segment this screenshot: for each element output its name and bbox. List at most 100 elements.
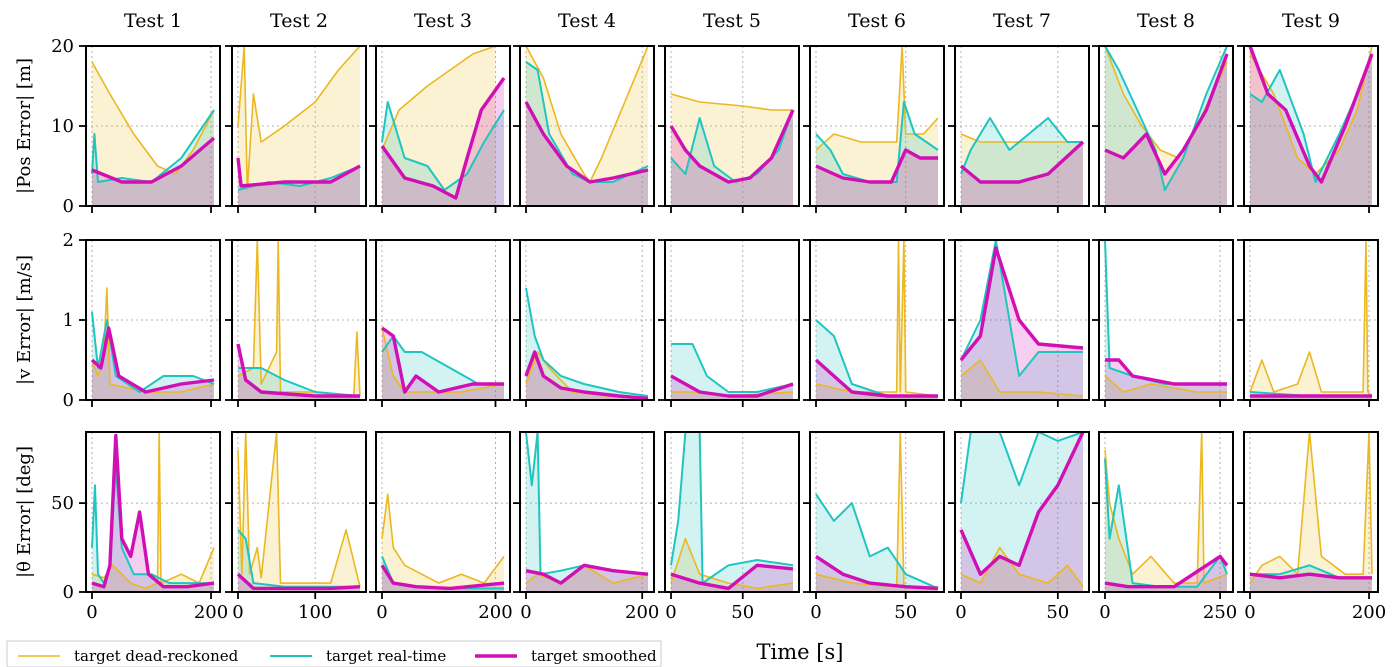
column-title-1: Test 1 — [124, 10, 182, 32]
area-dead — [671, 538, 793, 592]
panel-frame — [519, 431, 655, 593]
area-smooth — [671, 110, 793, 206]
panel-r3-c1: 0 200 0 50 — [51, 431, 228, 623]
line-smooth — [670, 563, 794, 591]
line-real — [960, 432, 1084, 504]
line-smooth — [959, 432, 1085, 576]
area-smooth — [961, 142, 1083, 206]
line-dead — [237, 240, 361, 397]
line-smooth — [236, 343, 360, 398]
area-smooth — [92, 328, 214, 400]
line-smooth — [1104, 554, 1229, 589]
area-dead — [1250, 46, 1372, 206]
series-group — [524, 46, 649, 206]
panel-r2-c1: 0 1 2 — [63, 230, 221, 411]
legend-label-3: target smoothed — [531, 647, 657, 665]
panel-r2-c6 — [803, 239, 945, 407]
y-tick-label: 20 — [51, 36, 74, 57]
y-tick-label: 0 — [63, 390, 74, 411]
panel-r2-c5 — [658, 239, 800, 407]
area-smooth — [1105, 54, 1227, 206]
y-tick-label: 2 — [63, 230, 74, 251]
panel-r2-c3 — [369, 239, 511, 407]
x-tick-label: 0 — [232, 602, 243, 623]
area-dead — [382, 494, 504, 592]
series-group — [670, 343, 794, 400]
line-smooth — [91, 433, 215, 589]
panel-r3-c7: 0 50 — [948, 431, 1090, 623]
legend-frame — [6, 640, 662, 667]
area-dead — [92, 288, 214, 400]
panel-frame — [664, 431, 800, 593]
area-smooth — [92, 435, 214, 592]
panel-r1-c9 — [1237, 45, 1379, 213]
area-smooth — [961, 432, 1083, 592]
line-dead — [91, 432, 215, 590]
series-group — [1249, 432, 1373, 592]
line-dead — [1249, 240, 1373, 397]
line-smooth — [236, 572, 361, 591]
x-tick-label: 0 — [520, 602, 531, 623]
line-smooth — [380, 564, 505, 591]
area-dead — [1250, 240, 1372, 400]
x-tick-label: 0 — [810, 602, 821, 623]
series-group — [525, 432, 649, 592]
line-real — [1104, 240, 1227, 385]
column-title-6: Test 6 — [848, 10, 906, 32]
line-dead — [960, 546, 1084, 588]
line-smooth — [959, 246, 1084, 362]
line-smooth — [380, 77, 506, 200]
line-dead — [91, 61, 215, 175]
panel-r3-c3: 0 200 — [369, 431, 513, 623]
area-dead — [238, 432, 360, 592]
line-real — [960, 240, 1083, 377]
series-group — [524, 287, 649, 400]
panel-r2-c8 — [1092, 239, 1234, 407]
x-tick-label: 0 — [376, 602, 387, 623]
legend-label-2: target real-time — [326, 647, 446, 665]
line-real — [381, 101, 505, 191]
y-tick-label: 50 — [51, 493, 74, 514]
x-tick-label: 200 — [1352, 602, 1386, 623]
line-real — [1104, 46, 1228, 191]
panel-frame — [954, 431, 1090, 593]
area-dead — [1105, 46, 1227, 206]
panel-frame — [1243, 431, 1379, 593]
panel-r2-c7 — [948, 239, 1090, 407]
area-dead — [1105, 376, 1227, 400]
panel-r2-c2 — [225, 239, 367, 407]
line-dead — [1104, 432, 1228, 584]
line-real — [91, 311, 215, 393]
column-title-2: Test 2 — [270, 10, 328, 32]
line-real — [238, 367, 361, 397]
panel-r3-c9: 0 200 — [1237, 431, 1386, 623]
line-smooth — [381, 326, 504, 394]
line-smooth — [1248, 46, 1374, 184]
line-smooth — [670, 374, 794, 398]
line-dead — [381, 46, 496, 151]
column-title-4: Test 4 — [558, 10, 616, 32]
column-title-9: Test 9 — [1282, 10, 1340, 32]
x-axis-label: Time [s] — [757, 640, 844, 664]
line-smooth — [90, 326, 215, 394]
area-dead — [961, 134, 1083, 206]
area-smooth — [1105, 360, 1227, 400]
series-group — [1104, 432, 1229, 592]
series-group — [814, 240, 939, 400]
area-real — [816, 494, 938, 592]
panel-r3-c2: 0 100 — [225, 431, 367, 623]
x-tick-label: 200 — [625, 602, 659, 623]
series-group — [380, 46, 506, 206]
area-real — [671, 344, 793, 400]
area-real — [1105, 46, 1227, 206]
line-dead — [1249, 432, 1373, 584]
area-real — [961, 118, 1083, 206]
series-group — [959, 117, 1085, 206]
series-group — [236, 240, 361, 400]
panel-r3-c6: 0 50 — [803, 431, 945, 623]
y-tick-label: 0 — [63, 196, 74, 217]
area-smooth — [816, 556, 938, 592]
x-tick-label: 0 — [86, 602, 97, 623]
line-smooth — [236, 157, 361, 188]
